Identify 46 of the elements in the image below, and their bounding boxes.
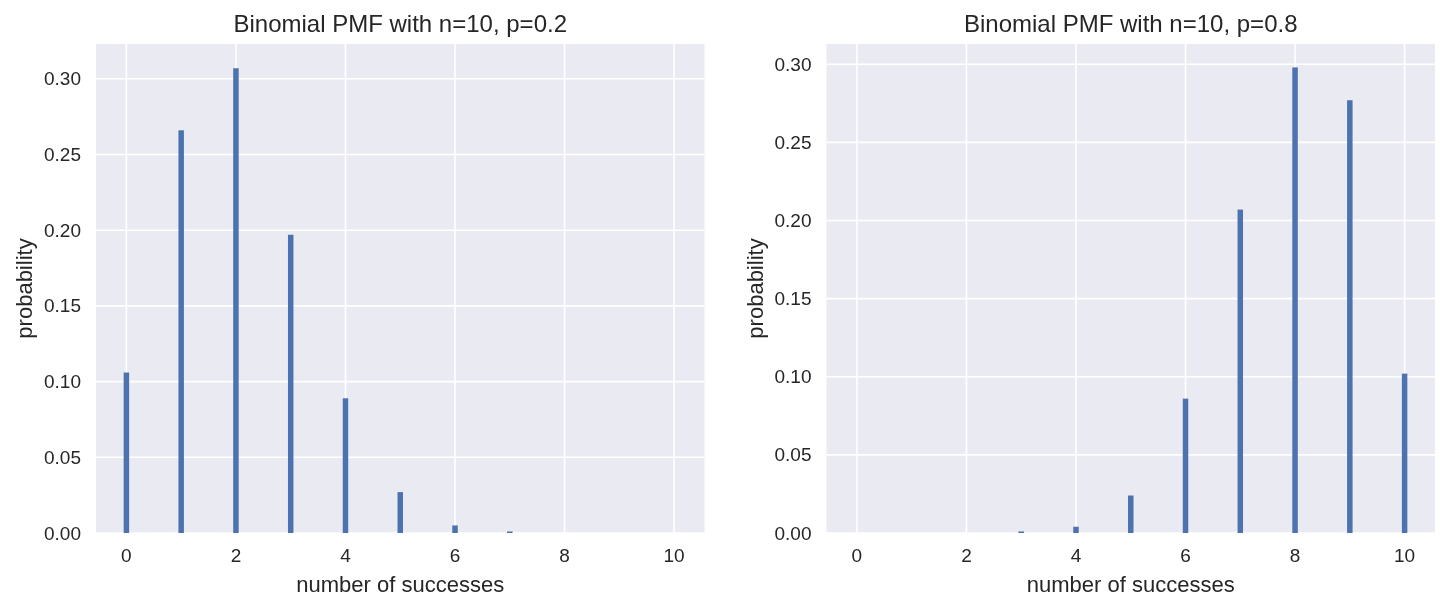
bar [287, 234, 294, 533]
x-tick-label: 8 [1289, 545, 1301, 566]
y-axis-title: probability [742, 238, 768, 339]
bar [1073, 526, 1079, 533]
x-tick-label: 6 [449, 545, 461, 566]
x-tick-label: 4 [340, 545, 352, 566]
chart-title: Binomial PMF with n=10, p=0.8 [963, 10, 1298, 37]
y-tick-label: 0.15 [44, 295, 81, 317]
bar [178, 130, 184, 533]
x-tick-label: 2 [961, 545, 972, 566]
y-tick-label: 0.15 [774, 288, 812, 310]
y-tick-label: 0.05 [44, 446, 81, 468]
y-tick-label: 0.25 [44, 144, 81, 166]
y-tick-label: 0.00 [774, 522, 812, 544]
x-axis-title: number of successes [1026, 572, 1235, 597]
bar [397, 492, 403, 533]
bar [1347, 100, 1353, 533]
x-tick-label: 0 [851, 545, 863, 566]
x-tick-label: 6 [1180, 545, 1191, 566]
x-tick-label: 2 [230, 545, 242, 566]
y-axis-title: probability [12, 238, 37, 339]
bar [123, 372, 130, 533]
y-tick-label: 0.20 [44, 219, 81, 241]
y-tick-label: 0.00 [44, 522, 81, 544]
y-tick-label: 0.30 [44, 68, 81, 90]
y-tick-label: 0.30 [774, 53, 812, 75]
bar [1237, 209, 1244, 533]
chart-title: Binomial PMF with n=10, p=0.2 [233, 10, 568, 37]
x-tick-label: 4 [1070, 545, 1082, 566]
bar [452, 525, 458, 533]
y-tick-label: 0.25 [774, 131, 812, 153]
y-tick-label: 0.05 [774, 444, 812, 466]
x-tick-label: 10 [1394, 545, 1416, 566]
bar [1292, 67, 1298, 533]
bar [233, 68, 239, 533]
x-tick-label: 10 [663, 545, 685, 566]
bar [1128, 495, 1134, 533]
bar [1182, 398, 1189, 533]
bar [1401, 373, 1408, 533]
x-tick-label: 8 [559, 545, 570, 566]
y-tick-label: 0.10 [774, 366, 812, 388]
x-axis-title: number of successes [296, 572, 505, 597]
y-tick-label: 0.10 [44, 371, 81, 393]
bar [342, 398, 349, 533]
y-tick-label: 0.20 [774, 210, 812, 232]
x-tick-label: 0 [121, 545, 132, 566]
